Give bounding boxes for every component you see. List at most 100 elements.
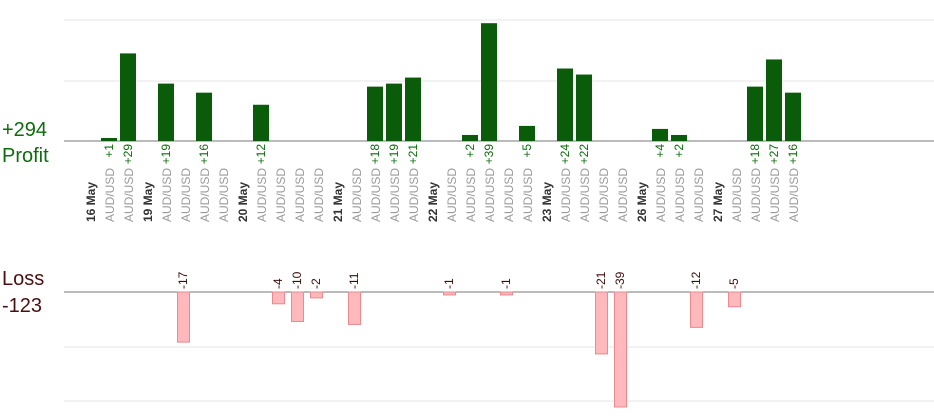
loss-bar [595, 291, 608, 355]
date-label: 20 May [236, 182, 250, 222]
loss-value-label: -11 [347, 272, 361, 289]
profit-value-label: +39 [482, 144, 496, 165]
pair-label: AUD/USD [369, 168, 383, 222]
loss-value-label: -12 [689, 271, 703, 289]
pair-label: AUD/USD [464, 168, 478, 222]
pair-label: AUD/USD [787, 168, 801, 222]
pair-label: AUD/USD [578, 168, 592, 222]
date-label: 23 May [540, 182, 554, 222]
loss-value-label: -21 [594, 271, 608, 289]
profit-value-label: +4 [653, 144, 667, 158]
profit-bar [367, 86, 383, 141]
date-label: 26 May [635, 182, 649, 222]
pair-label: AUD/USD [217, 168, 231, 222]
profit-bar [576, 74, 592, 141]
pair-label: AUD/USD [730, 168, 744, 222]
pair-label: AUD/USD [122, 168, 136, 222]
profit-value-label: +16 [786, 144, 800, 165]
date-label: 16 May [84, 182, 98, 222]
pair-label: AUD/USD [103, 168, 117, 222]
profit-bar [120, 53, 136, 142]
pair-label: AUD/USD [768, 168, 782, 222]
profit-bar [101, 137, 117, 141]
pair-label: AUD/USD [255, 168, 269, 222]
pair-label: AUD/USD [502, 168, 516, 222]
date-label: 22 May [426, 182, 440, 222]
pair-label: AUD/USD [749, 168, 763, 222]
profit-value-label: +19 [387, 144, 401, 165]
pair-label: AUD/USD [673, 168, 687, 222]
pair-label: AUD/USD [616, 168, 630, 222]
loss-bar [291, 291, 304, 322]
pair-label: AUD/USD [407, 168, 421, 222]
profit-value-label: +19 [159, 144, 173, 165]
pair-label: AUD/USD [274, 168, 288, 222]
pair-label: AUD/USD [445, 168, 459, 222]
loss-value-label: -1 [499, 278, 513, 289]
loss-value-label: -39 [613, 271, 627, 289]
profit-value-label: +16 [197, 144, 211, 165]
loss-value-label: -5 [727, 278, 741, 289]
date-label: 19 May [141, 182, 155, 222]
loss-bar [272, 291, 285, 305]
profit-label: Profit [2, 145, 49, 167]
profit-bar [405, 77, 421, 141]
loss-value-label: -4 [271, 278, 285, 289]
date-label: 21 May [331, 182, 345, 222]
profit-value-label: +2 [672, 144, 686, 158]
loss-total: -123 [2, 295, 43, 317]
profit-bar [386, 83, 402, 141]
loss-value-label: -10 [290, 271, 304, 289]
pair-label: AUD/USD [388, 168, 402, 222]
loss-bar [614, 291, 627, 408]
profit-value-label: +2 [463, 144, 477, 158]
profit-bar [785, 92, 801, 141]
loss-bar [690, 291, 703, 328]
pair-label: AUD/USD [179, 168, 193, 222]
profit-bar [557, 68, 573, 141]
profit-value-label: +29 [121, 144, 135, 165]
pair-label: AUD/USD [312, 168, 326, 222]
pair-label: AUD/USD [160, 168, 174, 222]
pair-label: AUD/USD [198, 168, 212, 222]
pair-label: AUD/USD [521, 168, 535, 222]
profit-total: +294 [2, 119, 48, 141]
profit-value-label: +12 [254, 144, 268, 165]
profit-bar [519, 125, 535, 141]
loss-bar [500, 291, 513, 296]
profit-bar [747, 86, 763, 141]
profit-bar [481, 23, 497, 141]
pair-label: AUD/USD [559, 168, 573, 222]
profit-bar [462, 134, 478, 141]
pair-label: AUD/USD [483, 168, 497, 222]
profit-bar [652, 128, 668, 141]
profit-value-label: +5 [520, 144, 534, 158]
loss-bar [348, 291, 361, 325]
pair-label: AUD/USD [293, 168, 307, 222]
profit-bar [196, 92, 212, 141]
loss-bar [443, 291, 456, 296]
profit-value-label: +18 [748, 144, 762, 165]
profit-value-label: +22 [577, 144, 591, 165]
profit-bar [253, 104, 269, 141]
loss-value-label: -2 [309, 278, 323, 289]
profit-bar [671, 134, 687, 141]
profit-bar [766, 59, 782, 141]
loss-label: Loss [2, 268, 45, 290]
profit-value-label: +1 [102, 144, 116, 158]
loss-value-label: -17 [176, 271, 190, 289]
pair-label: AUD/USD [692, 168, 706, 222]
profit-value-label: +18 [368, 144, 382, 165]
date-label: 27 May [711, 182, 725, 222]
profit-value-label: +27 [767, 144, 781, 165]
loss-bar [310, 291, 323, 299]
profit-value-label: +24 [558, 144, 572, 165]
profit-bar [158, 83, 174, 141]
pair-label: AUD/USD [597, 168, 611, 222]
loss-bar [177, 291, 190, 343]
profit-value-label: +21 [406, 144, 420, 165]
loss-bar [728, 291, 741, 308]
pair-label: AUD/USD [654, 168, 668, 222]
loss-value-label: -1 [442, 278, 456, 289]
pair-label: AUD/USD [350, 168, 364, 222]
